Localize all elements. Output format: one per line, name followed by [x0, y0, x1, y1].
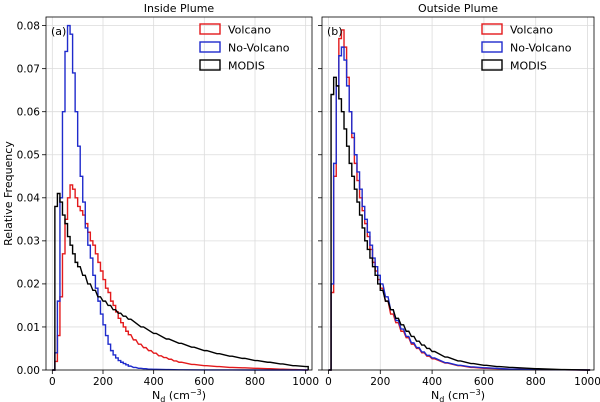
panel-inside-plume: 0 200 400 600 800 1000 0.00 0.01 0.02 0.03 0.04 0.0… — [2, 2, 319, 402]
panel-2-legend-swatch-no-volcano — [481, 41, 503, 53]
panel-1-series-modis — [52, 192, 309, 371]
panel-2-legend-swatch-modis — [481, 59, 503, 71]
panel-1-title: Inside Plume — [144, 2, 215, 15]
panel-1-ytick-label-4: 0.04 — [17, 193, 41, 205]
panel-2-xtick-label-600: 600 — [474, 376, 494, 388]
panel-2-xtick-label-200: 200 — [370, 376, 390, 388]
panel-1-xlabel: Nd (cm−3) — [152, 388, 206, 402]
panel-outside-plume: 0 200 400 600 800 1000 Outside Plume (b) Nd (cm−… — [318, 2, 600, 402]
panel-1-ytick-label-0: 0.00 — [17, 365, 40, 377]
panel-2-legend-entry-volcano: Volcano — [481, 23, 553, 37]
panel-1-ytick-label-2: 0.02 — [17, 279, 40, 291]
panel-2-xtick-label-400: 400 — [422, 376, 442, 388]
panel-1-frame — [45, 16, 313, 371]
panel-2-series-volcano — [328, 29, 591, 371]
panel-1-panel-label: (a) — [51, 25, 66, 38]
panel-1-xtick-label-400: 400 — [144, 376, 164, 388]
panel-1-xtick-label-1000: 1000 — [292, 376, 319, 388]
panel-2-series-no-volcano — [328, 46, 591, 371]
panel-1-xtick-label-800: 800 — [245, 376, 265, 388]
panel-1-legend-entry-no-volcano: No-Volcano — [199, 41, 290, 55]
panel-2-legend-entry-modis: MODIS — [481, 59, 547, 73]
panel-2-legend-swatch-volcano — [481, 23, 503, 35]
panel-2-legend-label-modis: MODIS — [510, 60, 547, 73]
panel-1-legend-swatch-volcano — [199, 23, 221, 35]
panel-2-xlabel: Nd (cm−3) — [431, 388, 485, 402]
panel-2-grid — [322, 17, 594, 371]
panel-1-legend-entry-volcano: Volcano — [199, 23, 271, 37]
panel-1-series-no-volcano — [52, 24, 309, 371]
panel-1-legend-swatch-no-volcano — [199, 41, 221, 53]
panel-1-legend-entry-modis: MODIS — [199, 59, 265, 73]
panel-2-xtick-label-1000: 1000 — [574, 376, 600, 388]
panel-2-xtick-label-0: 0 — [325, 376, 332, 388]
panel-1-legend: Volcano No-Volcano MODIS — [199, 23, 290, 73]
panel-1-legend-label-modis: MODIS — [228, 60, 265, 73]
panel-1-legend-label-volcano: Volcano — [228, 24, 271, 37]
panel-1-ytick-label-3: 0.03 — [17, 236, 40, 248]
panel-2-title: Outside Plume — [418, 2, 498, 15]
panel-2-frame — [321, 16, 595, 371]
panel-1-legend-label-no-volcano: No-Volcano — [228, 42, 290, 55]
panel-1-xtick-label-200: 200 — [93, 376, 113, 388]
panel-2-series-modis — [328, 76, 591, 371]
panel-2-legend-entry-no-volcano: No-Volcano — [481, 41, 572, 55]
panel-1-series-volcano — [52, 184, 309, 371]
panel-1-ytick-label-1: 0.01 — [17, 322, 40, 334]
panel-1-ytick-label-7: 0.07 — [17, 63, 40, 75]
panel-1-legend-swatch-modis — [199, 59, 221, 71]
panel-2-legend-label-no-volcano: No-Volcano — [510, 42, 572, 55]
panel-2-xtick-label-800: 800 — [526, 376, 546, 388]
panel-2-legend: Volcano No-Volcano MODIS — [481, 23, 572, 73]
panel-1-ytick-label-6: 0.06 — [17, 107, 41, 119]
panel-2-panel-label: (b) — [327, 25, 343, 38]
panel-1-xtick-label-0: 0 — [49, 376, 56, 388]
panel-2-legend-label-volcano: Volcano — [510, 24, 553, 37]
panel-1-ytick-label-5: 0.05 — [17, 150, 40, 162]
panel-1-ylabel: Relative Frequency — [2, 141, 15, 246]
panel-1-xtick-label-600: 600 — [194, 376, 214, 388]
panel-1-grid — [46, 17, 312, 371]
panel-1-ytick-label-8: 0.08 — [17, 20, 40, 32]
